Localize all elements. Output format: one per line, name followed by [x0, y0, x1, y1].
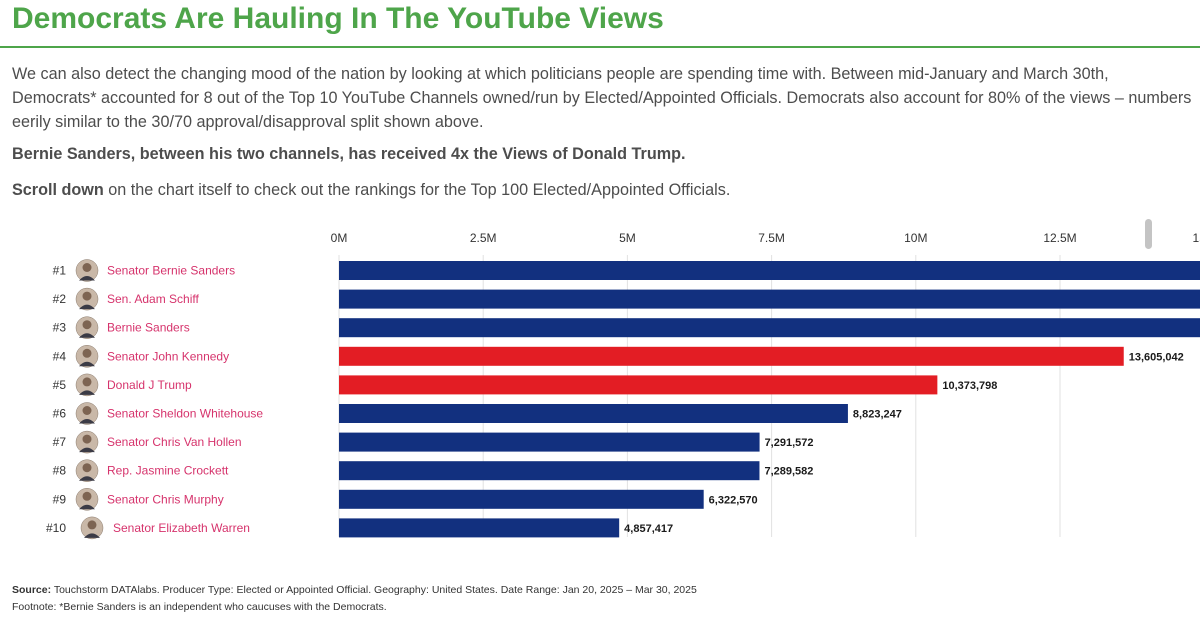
avatar-body: [79, 304, 95, 310]
rank-label: #7: [53, 435, 67, 449]
avatar-head: [82, 434, 92, 444]
rank-label: #10: [46, 521, 66, 535]
channel-name-link[interactable]: Senator Bernie Sanders: [107, 264, 235, 278]
channel-name-link[interactable]: Senator John Kennedy: [107, 349, 229, 363]
bar-chart[interactable]: 0M2.5M5M7.5M10M12.5M15M17.5M20M22.5M25M2…: [0, 215, 1200, 545]
avatar-head: [82, 463, 92, 473]
x-tick-label: 10M: [904, 231, 927, 245]
rank-label: #4: [53, 349, 67, 363]
scroll-instruction-bold: Scroll down: [12, 181, 104, 199]
x-tick-label: 15M: [1193, 231, 1200, 245]
avatar-head: [82, 291, 92, 301]
rank-label: #2: [53, 292, 67, 306]
avatar-head: [82, 377, 92, 387]
avatar-head: [82, 320, 92, 330]
x-tick-label: 0M: [331, 231, 348, 245]
data-label: 7,289,582: [764, 466, 813, 478]
data-label: 8,823,247: [853, 409, 902, 421]
bar[interactable]: [339, 518, 620, 538]
bar[interactable]: [339, 261, 1200, 280]
x-tick-label: 5M: [619, 231, 636, 245]
x-tick-label: 2.5M: [470, 231, 497, 245]
data-label: 6,322,570: [709, 494, 758, 506]
avatar-body: [79, 476, 95, 481]
bar[interactable]: [339, 346, 1124, 366]
bar[interactable]: [339, 375, 938, 395]
title-divider: [0, 46, 1200, 48]
avatar-body: [79, 419, 95, 424]
x-tick-label: 12.5M: [1043, 231, 1076, 245]
channel-name-link[interactable]: Donald J Trump: [107, 378, 192, 392]
channel-name-link[interactable]: Rep. Jasmine Crockett: [107, 464, 229, 478]
source-note: Source: Touchstorm DATAlabs. Producer Ty…: [12, 584, 697, 596]
avatar-body: [79, 333, 95, 338]
bar[interactable]: [339, 318, 1200, 338]
bar[interactable]: [339, 461, 760, 481]
data-label: 7,291,572: [765, 437, 814, 449]
avatar-body: [84, 533, 100, 538]
channel-name-link[interactable]: Sen. Adam Schiff: [107, 292, 200, 306]
avatar-head: [82, 263, 92, 272]
rank-label: #1: [53, 264, 67, 278]
avatar-head: [82, 406, 92, 415]
x-tick-label: 7.5M: [758, 231, 785, 245]
channel-name-link[interactable]: Senator Chris Murphy: [107, 492, 224, 506]
scroll-instruction-text: on the chart itself to check out the ran…: [103, 181, 731, 199]
avatar-body: [79, 504, 95, 510]
avatar-head: [82, 348, 92, 358]
rank-label: #9: [53, 492, 67, 506]
source-text: Touchstorm DATAlabs. Producer Type: Elec…: [51, 584, 697, 596]
avatar-head: [82, 491, 92, 501]
source-label: Source:: [12, 584, 52, 596]
bar[interactable]: [339, 432, 760, 452]
channel-name-link[interactable]: Senator Chris Van Hollen: [107, 435, 242, 449]
avatar-body: [79, 390, 95, 395]
channel-name-link[interactable]: Senator Sheldon Whitehouse: [107, 407, 263, 421]
channel-name-link[interactable]: Senator Elizabeth Warren: [113, 521, 250, 535]
bar[interactable]: [339, 289, 1200, 309]
rank-label: #8: [53, 464, 67, 478]
key-finding: Bernie Sanders, between his two channels…: [12, 145, 686, 163]
scroll-instruction: Scroll down on the chart itself to check…: [12, 181, 730, 200]
rank-label: #6: [53, 407, 67, 421]
footnote: Footnote: *Bernie Sanders is an independ…: [12, 601, 387, 613]
data-label: 13,605,042: [1129, 351, 1184, 363]
data-label: 10,373,798: [942, 380, 997, 392]
bar[interactable]: [339, 489, 704, 509]
data-label: 4,857,417: [624, 523, 673, 535]
chart-scrollbar-thumb[interactable]: [1145, 219, 1152, 249]
page-title: Democrats Are Hauling In The YouTube Vie…: [12, 2, 664, 35]
rank-label: #3: [53, 321, 67, 335]
avatar-head: [87, 520, 97, 530]
avatar-body: [79, 361, 95, 367]
avatar-body: [79, 276, 95, 281]
channel-name-link[interactable]: Bernie Sanders: [107, 321, 190, 335]
chart-scrollbar[interactable]: [1144, 218, 1154, 538]
rank-label: #5: [53, 378, 67, 392]
bar[interactable]: [339, 404, 848, 423]
intro-paragraph: We can also detect the changing mood of …: [12, 65, 1192, 131]
avatar-body: [79, 447, 95, 453]
